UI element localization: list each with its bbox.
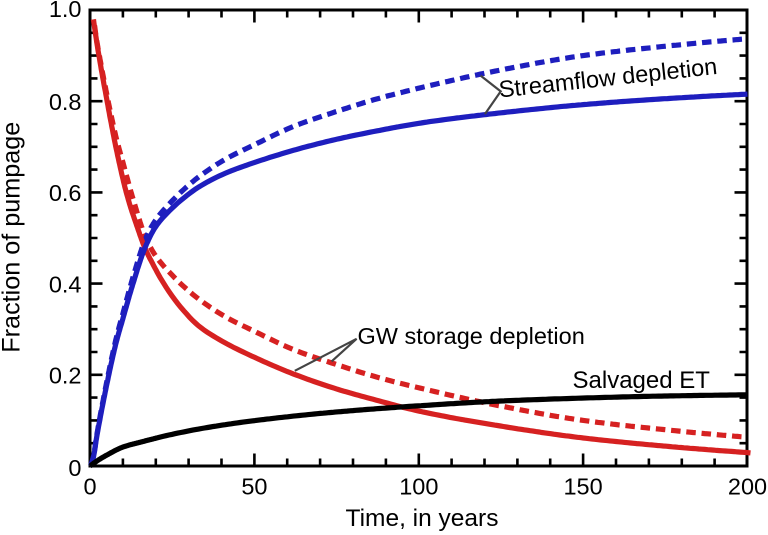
svg-text:150: 150 [563, 474, 602, 500]
svg-text:0: 0 [68, 455, 81, 481]
svg-text:1.0: 1.0 [49, 0, 82, 22]
svg-text:0: 0 [83, 474, 96, 500]
svg-text:0.4: 0.4 [49, 271, 82, 297]
svg-text:0.2: 0.2 [49, 363, 82, 389]
svg-text:200: 200 [728, 474, 767, 500]
svg-text:50: 50 [241, 474, 267, 500]
svg-text:GW storage depletion: GW storage depletion [358, 323, 585, 349]
svg-text:0.8: 0.8 [49, 89, 82, 115]
svg-text:100: 100 [399, 474, 438, 500]
svg-text:Salvaged ET: Salvaged ET [573, 367, 711, 394]
svg-text:Fraction of pumpage: Fraction of pumpage [0, 122, 25, 353]
svg-text:0.6: 0.6 [49, 180, 82, 206]
svg-text:Time, in years: Time, in years [346, 505, 499, 532]
